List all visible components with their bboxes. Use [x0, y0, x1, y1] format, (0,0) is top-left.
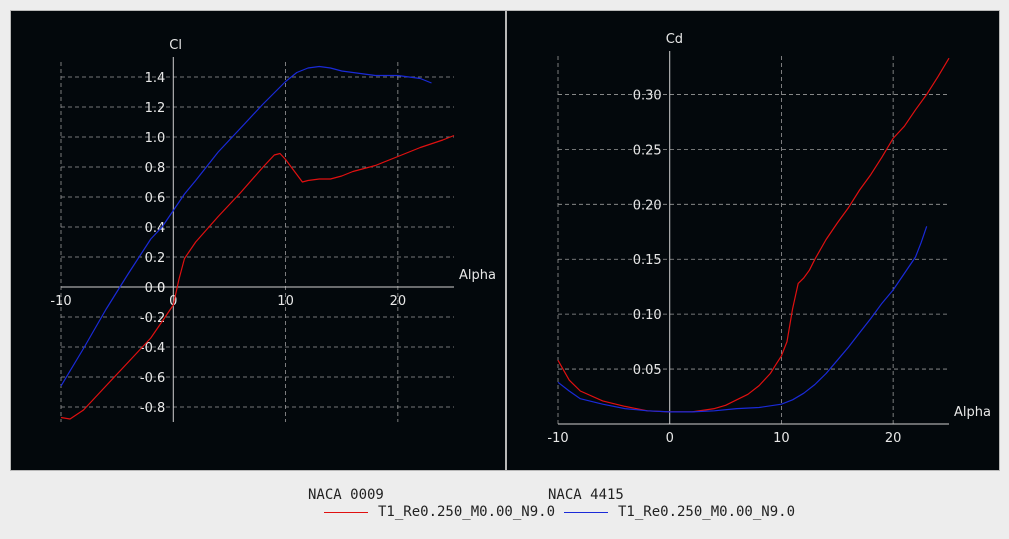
cd-alpha-chart-panel: -10 0 10 20 0.05 0.10 0.15 0.20 0.25 0.30 Cd Alpha — [506, 10, 1000, 471]
legend-swatch-blue — [564, 511, 608, 513]
cd-y-tick-label-3: 0.20 — [633, 198, 662, 213]
cd-series-line-0 — [557, 57, 950, 413]
cl-x-tick-label-1: 0 — [169, 294, 177, 309]
cl-alpha-chart: -10 0 10 20 -0.8 -0.6 -0.4 -0.2 0.0 0.2 0.4 0.6 0.8 1… — [50, 38, 496, 422]
cd-x-tick-label-1: 0 — [666, 431, 674, 446]
cl-alpha-chart-panel: -10 0 10 20 -0.8 -0.6 -0.4 -0.2 0.0 0.2 0.4 0.6 0.8 1… — [10, 10, 506, 471]
cl-y-tick-label-9: 1.0 — [145, 131, 166, 146]
cl-series-line-1 — [60, 65, 432, 387]
cd-y-tick-label-0: 0.05 — [633, 363, 662, 378]
cl-y-axis-title: Cl — [169, 38, 182, 53]
legend-entry-2: T1_Re0.250_M0.00_N9.0 — [564, 504, 795, 520]
cd-x-tick-label-2: 10 — [773, 431, 790, 446]
cl-y-tick-label-3: -0.2 — [140, 311, 165, 326]
cl-y-tick-label-10: 1.2 — [145, 101, 166, 116]
legend-swatch-red — [324, 511, 368, 513]
legend-foil-label-1: NACA 0009 — [308, 487, 384, 503]
cl-y-tick-label-4: 0.0 — [145, 281, 166, 296]
cl-y-tick-label-1: -0.6 — [140, 371, 165, 386]
legend: NACA 0009 NACA 4415 T1_Re0.250_M0.00_N9.… — [0, 478, 1009, 539]
cl-y-tick-label-8: 0.8 — [145, 161, 166, 176]
legend-entry-1: T1_Re0.250_M0.00_N9.0 — [324, 504, 555, 520]
cl-x-tick-label-2: 10 — [277, 294, 294, 309]
cl-x-axis-title: Alpha — [459, 268, 496, 283]
legend-polar-label-2: T1_Re0.250_M0.00_N9.0 — [618, 504, 796, 520]
cl-y-tick-label-7: 0.6 — [145, 191, 166, 206]
legend-polar-label-1: T1_Re0.250_M0.00_N9.0 — [378, 504, 556, 520]
cd-y-axis-title: Cd — [666, 32, 683, 47]
cl-x-tick-label-0: -10 — [50, 294, 71, 309]
cd-x-tick-label-0: -10 — [547, 431, 568, 446]
cl-x-tick-label-3: 20 — [390, 294, 407, 309]
cl-y-tick-label-0: -0.8 — [140, 401, 165, 416]
cd-y-tick-label-5: 0.30 — [633, 88, 662, 103]
cl-y-tick-label-zero: 0 — [157, 281, 165, 296]
cd-alpha-chart: -10 0 10 20 0.05 0.10 0.15 0.20 0.25 0.30 Cd Alpha — [547, 32, 991, 446]
cd-y-tick-label-1: 0.10 — [633, 308, 662, 323]
cl-y-tick-label-5: 0.2 — [145, 251, 166, 266]
cl-y-tick-label-11: 1.4 — [145, 71, 166, 86]
legend-foil-label-2: NACA 4415 — [548, 487, 624, 503]
cd-y-tick-label-2: 0.15 — [633, 253, 662, 268]
cd-x-axis-title: Alpha — [954, 405, 991, 420]
cl-y-tick-label-6: 0.4 — [145, 221, 166, 236]
cl-y-tick-label-2: -0.4 — [140, 341, 165, 356]
cd-y-tick-label-4: 0.25 — [633, 143, 662, 158]
cd-series-line-1 — [557, 226, 928, 413]
cd-x-tick-label-3: 20 — [885, 431, 902, 446]
cl-series-line-0 — [60, 134, 455, 420]
